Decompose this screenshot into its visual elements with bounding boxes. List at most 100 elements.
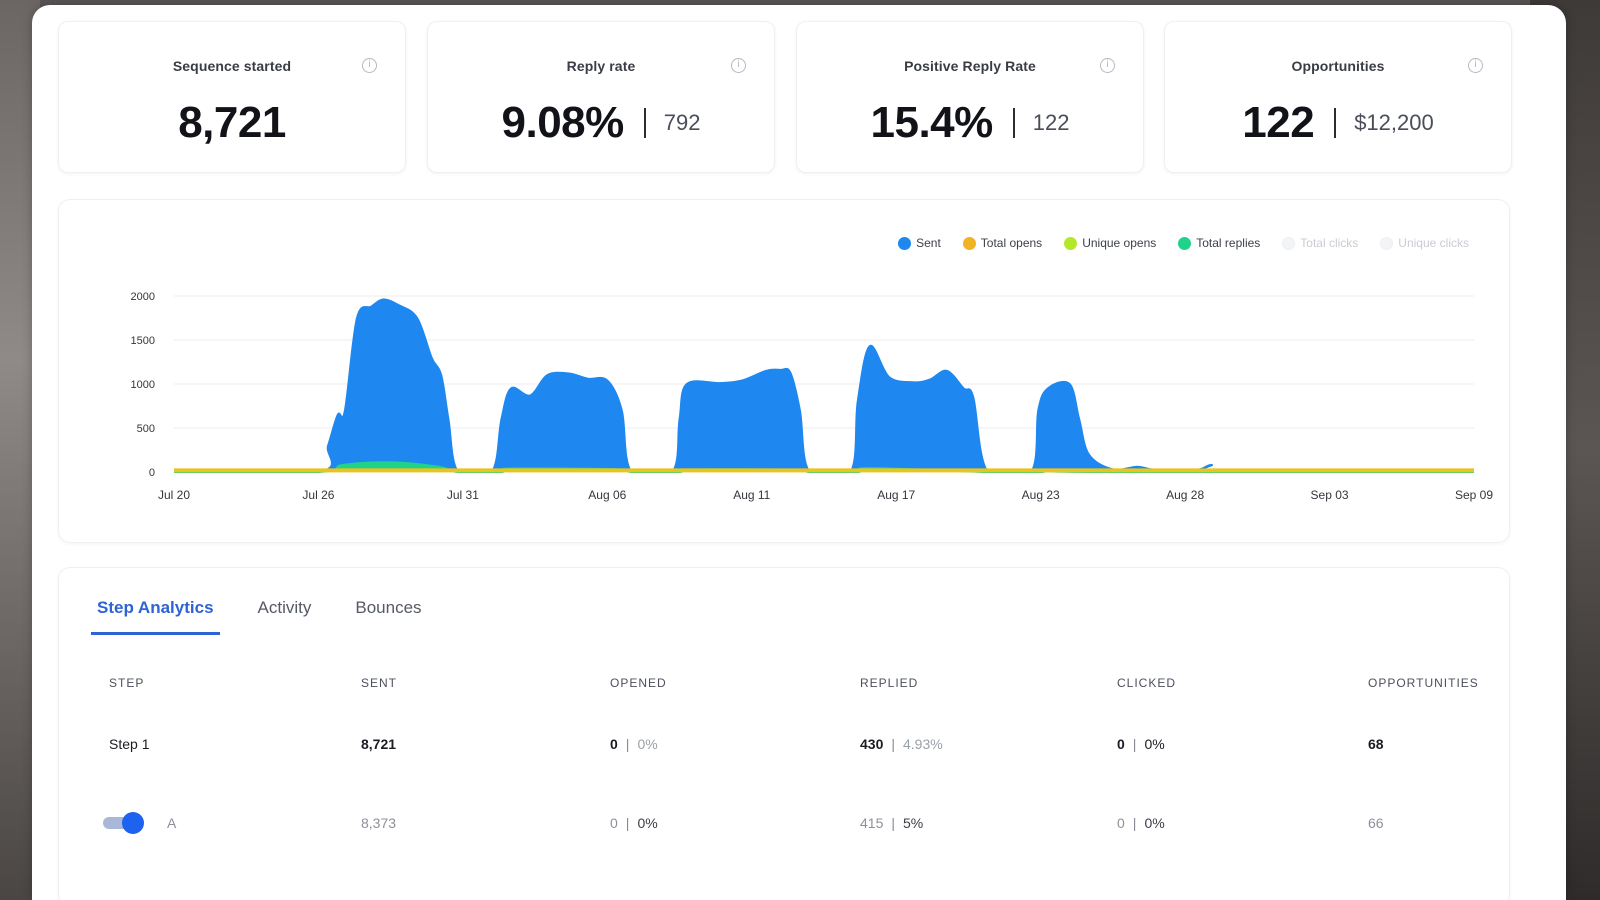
x-tick-label: Jul 20 bbox=[158, 488, 190, 502]
step-analytics-panel: Step Analytics Activity Bounces STEP SEN… bbox=[58, 567, 1510, 900]
stat-secondary: 792 bbox=[663, 110, 701, 135]
y-tick-label: 1000 bbox=[131, 379, 155, 391]
column-header-opportunities[interactable]: OPPORTUNITIES bbox=[1368, 676, 1479, 690]
legend-dot-unique-clicks bbox=[1380, 236, 1394, 250]
stat-divider bbox=[1012, 108, 1015, 138]
clicked-percent: 0% bbox=[1144, 736, 1165, 752]
variant-name[interactable]: A bbox=[167, 815, 177, 831]
stat-title: Reply rate bbox=[566, 58, 636, 74]
clicked-count: 0 bbox=[1117, 736, 1125, 752]
tab-step-analytics[interactable]: Step Analytics bbox=[91, 598, 220, 635]
variant-toggle[interactable] bbox=[103, 812, 144, 834]
opened-value: 0 | 0% bbox=[610, 736, 658, 752]
legend-dot-unique-opens bbox=[1064, 236, 1078, 250]
sent-value: 8,721 bbox=[361, 736, 397, 752]
x-tick-label: Sep 03 bbox=[1311, 488, 1349, 502]
stat-value: 9.08% bbox=[501, 98, 625, 147]
column-header-step[interactable]: STEP bbox=[109, 676, 145, 690]
y-tick-label: 0 bbox=[149, 467, 155, 479]
legend-label: Total opens bbox=[980, 236, 1043, 250]
analytics-tabs: Step Analytics Activity Bounces bbox=[91, 598, 428, 635]
column-header-sent[interactable]: SENT bbox=[361, 676, 398, 690]
stat-card-reply-rate: Reply rate i 9.08% 792 bbox=[427, 21, 775, 173]
legend-dot-total-clicks bbox=[1282, 236, 1296, 250]
legend-item-total-replies[interactable]: Total replies bbox=[1178, 236, 1260, 250]
stat-card-opportunities: Opportunities i 122 $12,200 bbox=[1164, 21, 1512, 173]
legend-dot-sent bbox=[898, 236, 912, 250]
opportunities-value: 68 bbox=[1368, 736, 1384, 752]
stat-card-sequence-started: Sequence started i 8,721 bbox=[58, 21, 406, 173]
x-tick-label: Aug 17 bbox=[877, 488, 915, 502]
series-area-total-replies bbox=[174, 462, 1474, 472]
y-tick-label: 1500 bbox=[131, 335, 155, 347]
opened-count: 0 bbox=[610, 736, 618, 752]
stat-value: 15.4% bbox=[870, 98, 994, 147]
value-divider: | bbox=[1132, 736, 1137, 752]
legend-dot-total-opens bbox=[962, 236, 976, 250]
x-tick-label: Jul 26 bbox=[302, 488, 334, 502]
legend-label: Total replies bbox=[1196, 236, 1261, 250]
info-icon[interactable]: i bbox=[731, 58, 746, 73]
replied-value: 430 | 4.93% bbox=[860, 736, 943, 752]
stat-value: 8,721 bbox=[178, 98, 286, 147]
legend-label: Unique opens bbox=[1082, 236, 1157, 250]
toggle-knob bbox=[122, 812, 144, 834]
stat-divider bbox=[643, 108, 646, 138]
opened-percent: 0% bbox=[637, 736, 658, 752]
chart-legend: Sent Total opens Unique opens Total repl… bbox=[898, 236, 1469, 250]
series-area-sent bbox=[174, 299, 1474, 472]
opportunities-value: 66 bbox=[1368, 815, 1384, 831]
x-tick-label: Sep 09 bbox=[1455, 488, 1493, 502]
legend-item-total-clicks[interactable]: Total clicks bbox=[1282, 236, 1358, 250]
column-header-opened[interactable]: OPENED bbox=[610, 676, 667, 690]
y-tick-label: 500 bbox=[137, 423, 155, 435]
stat-secondary: $12,200 bbox=[1354, 110, 1434, 135]
clicked-count: 0 bbox=[1117, 815, 1125, 831]
legend-dot-total-replies bbox=[1178, 236, 1192, 250]
legend-item-total-opens[interactable]: Total opens bbox=[962, 236, 1043, 250]
column-header-replied[interactable]: REPLIED bbox=[860, 676, 919, 690]
info-icon[interactable]: i bbox=[1100, 58, 1115, 73]
column-header-clicked[interactable]: CLICKED bbox=[1117, 676, 1177, 690]
legend-item-unique-opens[interactable]: Unique opens bbox=[1064, 236, 1156, 250]
stat-value-row: 9.08% 792 bbox=[428, 98, 774, 148]
legend-item-sent[interactable]: Sent bbox=[898, 236, 941, 250]
stat-value-row: 15.4% 122 bbox=[797, 98, 1143, 148]
x-tick-label: Aug 06 bbox=[588, 488, 626, 502]
y-tick-label: 2000 bbox=[131, 291, 155, 303]
tab-activity[interactable]: Activity bbox=[257, 598, 312, 617]
replied-value: 415 | 5% bbox=[860, 815, 923, 831]
opened-percent: 0% bbox=[637, 815, 658, 831]
clicked-percent: 0% bbox=[1144, 815, 1165, 831]
step-name[interactable]: Step 1 bbox=[109, 736, 150, 752]
tab-bounces[interactable]: Bounces bbox=[355, 598, 422, 617]
stat-value: 122 bbox=[1242, 98, 1315, 147]
x-tick-label: Aug 23 bbox=[1022, 488, 1060, 502]
series-line-sent bbox=[174, 298, 1475, 473]
sent-value: 8,373 bbox=[361, 815, 397, 831]
replied-count: 415 bbox=[860, 815, 884, 831]
opened-value: 0 | 0% bbox=[610, 815, 658, 831]
value-divider: | bbox=[1132, 815, 1137, 831]
replied-percent: 4.93% bbox=[903, 736, 943, 752]
opened-count: 0 bbox=[610, 815, 618, 831]
stat-card-positive-reply-rate: Positive Reply Rate i 15.4% 122 bbox=[796, 21, 1144, 173]
stat-secondary: 122 bbox=[1032, 110, 1070, 135]
chart-panel: Sent Total opens Unique opens Total repl… bbox=[58, 199, 1510, 543]
value-divider: | bbox=[891, 815, 895, 831]
x-tick-label: Aug 11 bbox=[733, 488, 770, 502]
area-chart[interactable]: 0 500 1000 1500 2000 Jul 20 Jul 26 Jul 31 Aug 06… bbox=[59, 200, 1511, 544]
info-icon[interactable]: i bbox=[1468, 58, 1483, 73]
replied-percent: 5% bbox=[903, 815, 924, 831]
legend-item-unique-clicks[interactable]: Unique clicks bbox=[1380, 236, 1469, 250]
clicked-value: 0 | 0% bbox=[1117, 736, 1165, 752]
stat-title: Opportunities bbox=[1291, 58, 1385, 74]
stat-value-row: 122 $12,200 bbox=[1165, 98, 1511, 148]
value-divider: | bbox=[625, 815, 630, 831]
stat-divider bbox=[1334, 108, 1337, 138]
legend-label: Sent bbox=[916, 236, 941, 250]
analytics-window: Sequence started i 8,721 Reply rate i 9.… bbox=[32, 5, 1566, 900]
x-tick-label: Aug 28 bbox=[1166, 488, 1204, 502]
stat-title: Sequence started bbox=[172, 58, 292, 74]
info-icon[interactable]: i bbox=[362, 58, 377, 73]
